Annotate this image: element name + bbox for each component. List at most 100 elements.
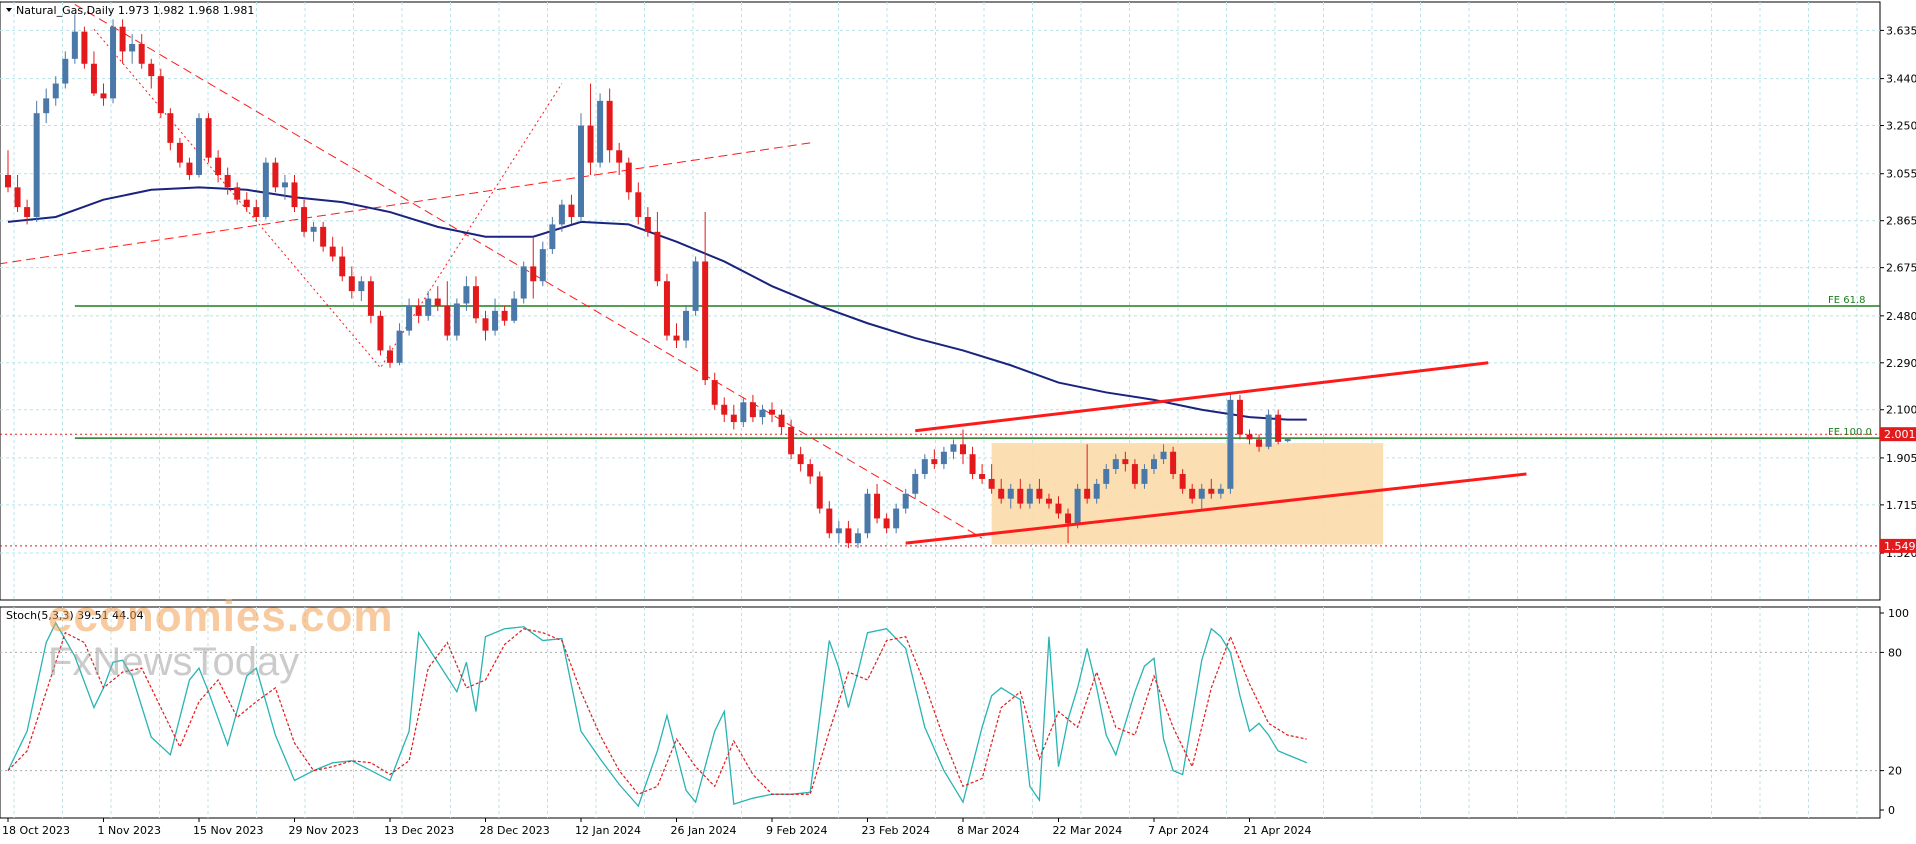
candle-body: [874, 493, 881, 519]
candle-body: [434, 298, 441, 306]
x-tick-label: 21 Apr 2024: [1244, 824, 1312, 837]
stoch-main-line: [7, 621, 1308, 808]
candle-body: [1265, 414, 1272, 447]
osc-tick-label: 80: [1888, 646, 1902, 659]
candle-body: [33, 113, 40, 217]
x-tick-label: 13 Dec 2023: [384, 824, 454, 837]
candle-body: [453, 303, 460, 336]
candle-body: [788, 427, 795, 455]
candle-body: [673, 335, 680, 341]
x-tick-label: 15 Nov 2023: [193, 824, 263, 837]
candle-body: [816, 476, 823, 509]
candle-body: [1141, 469, 1148, 484]
candle-body: [1103, 469, 1110, 484]
candle-body: [1065, 513, 1072, 524]
oscillator-label: Stoch(5,3,3) 39.51 44.04: [6, 609, 144, 622]
candle-body: [406, 305, 413, 331]
candle-body: [339, 256, 346, 277]
candle-body: [1007, 488, 1014, 499]
candle-body: [167, 113, 174, 143]
candle-body: [530, 266, 537, 282]
candle-body: [683, 310, 690, 341]
candle-body: [864, 493, 871, 534]
candle-body: [1160, 451, 1167, 460]
candle-body: [730, 414, 737, 423]
candle-body: [444, 305, 451, 336]
x-tick-label: 9 Feb 2024: [766, 824, 827, 837]
candle-body: [196, 118, 202, 175]
y-tick-label: 3.055: [1886, 168, 1916, 181]
candle-body: [348, 276, 355, 292]
price-tag-label: 1.549: [1884, 540, 1916, 553]
candle-body: [969, 454, 976, 474]
price-pane: [0, 1, 1881, 601]
candle-body: [835, 528, 842, 534]
price-tag: [1880, 427, 1916, 442]
x-tick-label: 22 Mar 2024: [1053, 824, 1123, 837]
candle-body: [807, 464, 814, 477]
osc-tick-label: 100: [1888, 607, 1909, 620]
candle-body: [1093, 483, 1100, 499]
x-tick-label: 1 Nov 2023: [98, 824, 161, 837]
candle-body: [931, 459, 938, 465]
candle-body: [1036, 488, 1043, 499]
candle-body: [119, 26, 126, 52]
oscillator-pane: [0, 606, 1881, 819]
candle-body: [511, 298, 518, 321]
candle-body: [854, 533, 861, 544]
candle-body: [797, 454, 804, 465]
candle-body: [62, 58, 69, 84]
dropdown-triangle-icon: [6, 8, 12, 12]
candle-body: [1284, 439, 1291, 442]
candle-body: [1131, 464, 1138, 484]
candle-body: [568, 204, 575, 217]
candle-body: [740, 402, 747, 423]
x-tick-label: 29 Nov 2023: [289, 824, 359, 837]
candle-body: [520, 266, 527, 299]
moving-average-line: [7, 186, 1307, 421]
candle-body: [5, 174, 11, 188]
x-tick-label: 18 Oct 2023: [2, 824, 70, 837]
candle-body: [253, 207, 260, 217]
dashed-trendline: [74, 4, 983, 539]
candle-body: [320, 226, 327, 247]
candle-body: [81, 31, 88, 64]
price-axis: 3.635 3.440 3.250 3.055 2.865 2.675 2.480 2.290…: [1880, 24, 1916, 560]
dashed-trendline: [0, 142, 811, 265]
candle-body: [1246, 434, 1253, 440]
candle-body: [1151, 459, 1157, 470]
candle-body: [759, 409, 766, 418]
candle-body: [492, 310, 499, 331]
channel-trendline: [915, 361, 1489, 433]
channel-trendline: [905, 472, 1527, 545]
candle-body: [291, 182, 298, 208]
candle-body: [578, 125, 584, 217]
candle-body: [148, 63, 155, 77]
candle-body: [14, 187, 21, 208]
candle-body: [52, 83, 59, 99]
candle-body: [138, 44, 145, 64]
x-tick-label: 12 Jan 2024: [575, 824, 641, 837]
fe-level-label: FE 61.8: [1828, 295, 1866, 306]
candle-body: [367, 281, 374, 316]
candle-body: [1026, 488, 1033, 504]
candle-body: [157, 76, 164, 114]
y-tick-label: 2.480: [1886, 310, 1916, 323]
candle-body: [1055, 503, 1062, 514]
y-tick-label: 2.865: [1886, 215, 1916, 228]
stoch-signal-line: [7, 628, 1307, 795]
y-tick-label: 3.635: [1886, 24, 1916, 37]
candle-body: [902, 493, 909, 509]
candle-body: [625, 162, 632, 193]
candle-body: [329, 246, 336, 257]
candle-body: [90, 63, 97, 94]
osc-tick-label: 20: [1888, 765, 1902, 778]
candle-body: [281, 182, 288, 188]
candle-body: [826, 508, 833, 534]
candle-body: [988, 478, 995, 489]
candle-body: [1045, 498, 1052, 504]
x-tick-label: 8 Mar 2024: [957, 824, 1020, 837]
candle-body: [301, 207, 308, 232]
candle-body: [472, 286, 479, 319]
